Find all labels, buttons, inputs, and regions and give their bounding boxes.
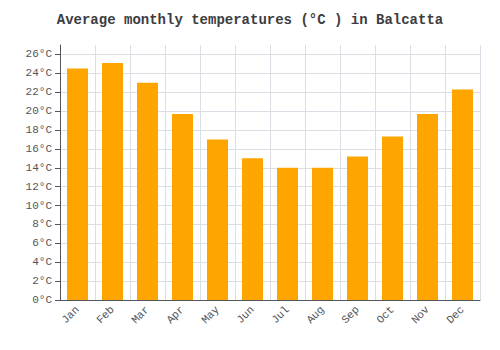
svg-text:6°C: 6°C <box>32 237 52 249</box>
svg-text:Oct: Oct <box>374 304 396 326</box>
svg-text:2°C: 2°C <box>32 275 52 287</box>
svg-text:24°C: 24°C <box>26 67 53 79</box>
svg-text:Jun: Jun <box>234 304 256 326</box>
svg-text:4°C: 4°C <box>32 256 52 268</box>
svg-text:14°C: 14°C <box>26 162 53 174</box>
svg-text:Nov: Nov <box>409 303 432 326</box>
svg-text:Dec: Dec <box>444 304 466 326</box>
svg-text:Feb: Feb <box>94 304 116 326</box>
svg-text:Mar: Mar <box>129 304 151 326</box>
svg-text:Jan: Jan <box>59 304 81 326</box>
svg-text:18°C: 18°C <box>26 124 53 136</box>
svg-text:20°C: 20°C <box>26 105 53 117</box>
svg-text:Average monthly temperatures (: Average monthly temperatures (°C ) in Ba… <box>57 12 444 28</box>
svg-text:8°C: 8°C <box>32 218 52 230</box>
svg-text:22°C: 22°C <box>26 86 53 98</box>
svg-text:Apr: Apr <box>164 304 186 326</box>
svg-text:26°C: 26°C <box>26 48 53 60</box>
svg-text:16°C: 16°C <box>26 143 53 155</box>
svg-text:10°C: 10°C <box>26 200 53 212</box>
svg-text:Jul: Jul <box>269 304 291 326</box>
svg-text:Sep: Sep <box>339 304 361 326</box>
svg-text:12°C: 12°C <box>26 181 53 193</box>
svg-text:May: May <box>199 303 222 326</box>
svg-text:Aug: Aug <box>304 304 326 326</box>
svg-text:0°C: 0°C <box>32 294 52 306</box>
